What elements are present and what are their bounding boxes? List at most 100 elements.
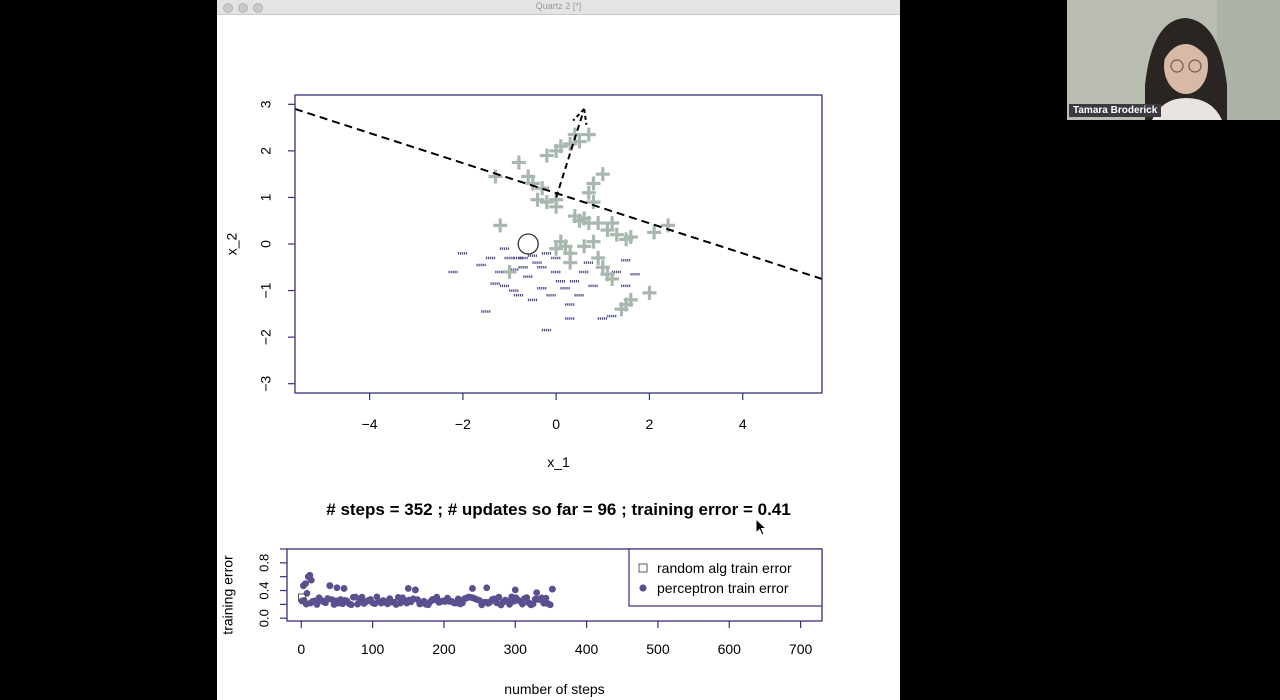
perceptron-error-point [483, 584, 491, 592]
mouse-cursor-icon [755, 518, 767, 536]
plus-point [563, 255, 578, 270]
y-tick-label: 0.8 [256, 554, 271, 572]
quartz-window: −4 −2 0 2 4 −3 −2 −1 0 1 2 3 x_1 x_2 0 100 200 300 400 500 6… [217, 0, 900, 700]
perceptron-error-point [546, 601, 554, 609]
plus-point [563, 136, 578, 151]
x-tick-label: 0 [552, 416, 560, 432]
plus-point [619, 297, 634, 312]
perceptron-error-point [433, 593, 441, 601]
x-tick-label: 100 [361, 641, 385, 657]
steps-value: 352 [404, 500, 433, 519]
y-axis-label: training error [220, 555, 236, 635]
x-tick-label: 200 [432, 641, 456, 657]
plus-point [549, 241, 564, 256]
y-tick-label: 3 [258, 100, 274, 108]
plus-point [586, 195, 601, 210]
plot-canvas: −4 −2 0 2 4 −3 −2 −1 0 1 2 3 x_1 x_2 0 100 200 300 400 500 6… [220, 94, 823, 697]
perceptron-error-point [469, 585, 476, 592]
x-tick-label: 500 [646, 641, 670, 657]
perceptron-error-point [313, 601, 321, 608]
highlighted-point-circle [517, 233, 539, 255]
plus-point [586, 176, 601, 191]
perceptron-error-point [358, 593, 366, 601]
presenter-video [1067, 0, 1280, 120]
plus-point [539, 195, 554, 210]
x-tick-label: 400 [575, 641, 599, 657]
x-tick-label: 300 [504, 641, 528, 657]
plus-point [493, 218, 508, 233]
legend-random-label: random alg train error [657, 560, 792, 576]
x-axis-label: x_1 [547, 454, 570, 470]
presenter-name-tag: Tamara Broderick [1069, 104, 1162, 117]
plus-point [605, 271, 620, 286]
plus-point [581, 127, 596, 142]
scatter-plot-frame [294, 94, 823, 394]
plus-point [647, 225, 662, 240]
perceptron-error-point [352, 593, 359, 601]
zoom-window-button[interactable] [253, 3, 263, 13]
plus-point [586, 234, 601, 249]
perceptron-error-point [404, 585, 412, 592]
plus-point [591, 216, 606, 231]
perceptron-error-point [533, 589, 541, 597]
arrowhead-right [583, 108, 588, 125]
x-tick-label: 600 [718, 641, 742, 657]
x-tick-label: −4 [362, 416, 378, 432]
perceptron-error-point [548, 585, 556, 593]
perceptron-error-point [326, 582, 334, 590]
perceptron-error-point [523, 594, 531, 602]
error-value: 0.41 [757, 500, 791, 519]
random-alg-error-point [297, 593, 306, 602]
updates-value: 96 [597, 500, 617, 519]
plus-point [488, 169, 503, 184]
legend-dot-icon [639, 584, 647, 592]
perceptron-error-point [307, 576, 315, 584]
x-tick-label: 0 [297, 641, 305, 657]
minimize-window-button[interactable] [238, 3, 248, 13]
y-tick-label: −1 [258, 282, 274, 298]
perceptron-error-point [542, 594, 550, 602]
y-tick-label: −3 [258, 375, 274, 391]
decision-boundary-line [295, 108, 822, 280]
y-tick-label: −2 [258, 329, 274, 345]
plus-point [600, 223, 615, 238]
perceptron-error-point [302, 580, 309, 588]
plus-point [581, 185, 596, 200]
perceptron-error-point [333, 584, 341, 592]
plus-point [623, 230, 638, 245]
y-axis-label: x_2 [224, 233, 240, 256]
plus-point [553, 139, 568, 154]
perceptron-error-point [303, 589, 311, 597]
x-tick-label: 4 [739, 416, 747, 432]
perceptron-error-point [454, 595, 462, 603]
perceptron-error-point [412, 586, 419, 594]
plus-point [535, 181, 550, 196]
plus-point [595, 167, 610, 182]
perceptron-error-point [495, 593, 503, 601]
error-plot-legend: random alg train error perceptron train e… [628, 548, 823, 607]
plus-point [549, 199, 564, 214]
window-title: Quartz 2 [*] [535, 1, 582, 11]
training-status-line: # steps = 352 ; # updates so far = 96 ; … [217, 500, 900, 520]
plus-point [642, 285, 657, 300]
perceptron-error-point [511, 586, 519, 594]
plus-point [609, 227, 624, 242]
y-tick-label: 0.0 [256, 609, 271, 627]
y-tick-label: 2 [258, 147, 274, 155]
close-window-button[interactable] [223, 3, 233, 13]
plus-point [591, 250, 606, 265]
x-tick-label: −2 [455, 416, 471, 432]
window-titlebar[interactable]: Quartz 2 [*] [217, 0, 900, 15]
x-tick-label: 700 [789, 641, 813, 657]
legend-perceptron-label: perceptron train error [657, 580, 789, 596]
webcam-tile: Tamara Broderick [1067, 0, 1280, 120]
perceptron-error-point [347, 601, 355, 609]
steps-label: # steps = [326, 500, 405, 519]
y-tick-label: 1 [258, 193, 274, 201]
plus-point [525, 176, 540, 191]
perceptron-error-point [340, 585, 348, 592]
legend-box [628, 548, 823, 607]
x-axis-label: number of steps [504, 681, 604, 697]
plus-point [539, 148, 554, 163]
plus-point [530, 192, 545, 207]
